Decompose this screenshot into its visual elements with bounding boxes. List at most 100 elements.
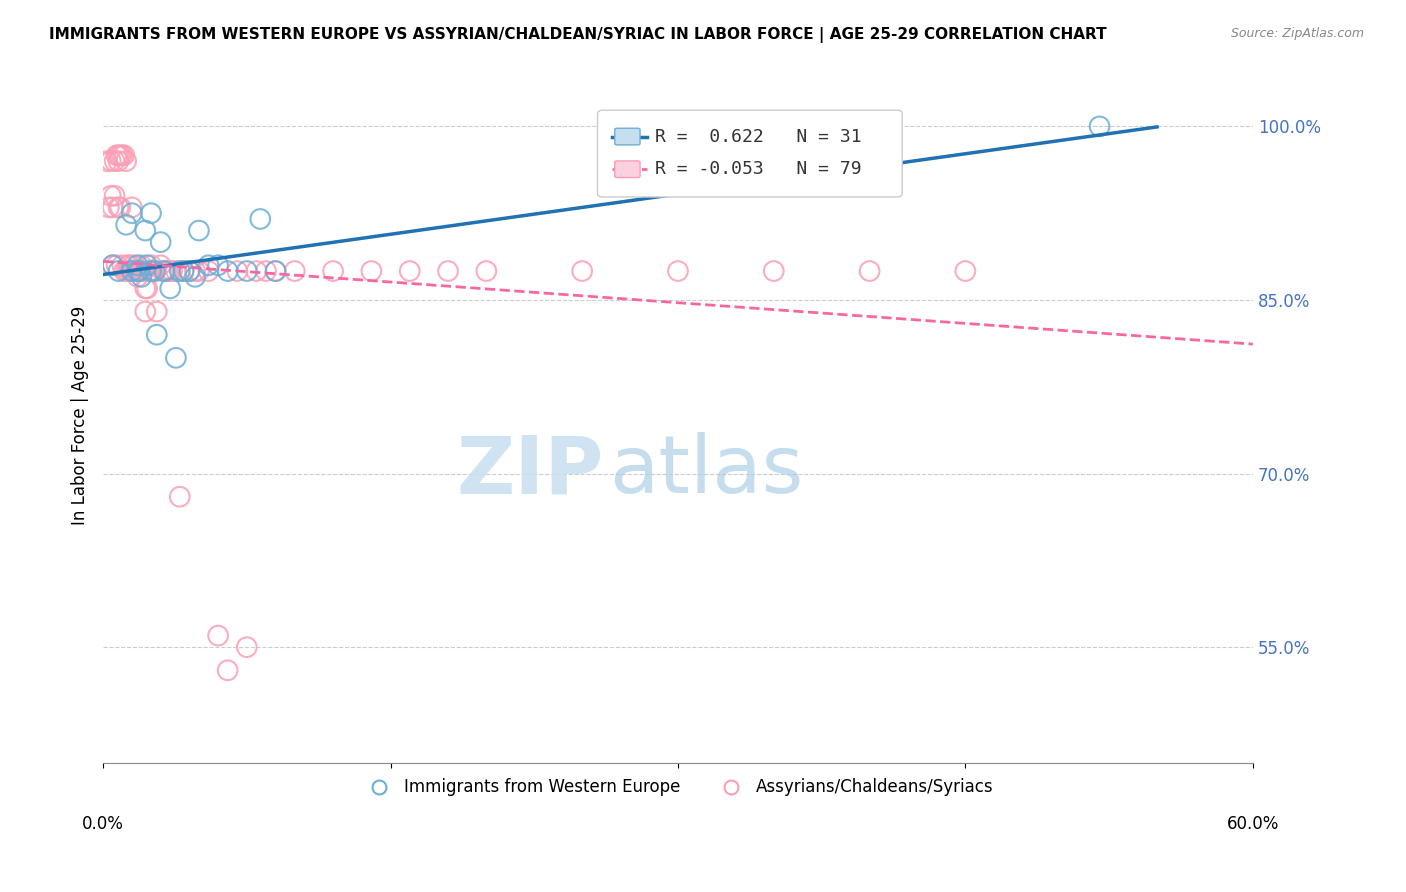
Point [437,264,460,278]
Point [160,264,183,278]
Point [236,264,259,278]
Point [115,264,138,278]
Point [96,154,118,169]
Point [138,264,160,278]
Point [254,264,277,278]
Text: R = -0.053   N = 79: R = -0.053 N = 79 [655,161,862,178]
Point [107,201,129,215]
Point [101,258,124,272]
Point [104,154,127,169]
Point [111,258,134,272]
Y-axis label: In Labor Force | Age 25-29: In Labor Force | Age 25-29 [72,306,89,525]
Point [146,304,169,318]
Point [128,264,150,278]
Point [264,264,287,278]
Point [146,327,169,342]
Point [284,264,307,278]
Point [226,264,249,278]
Point [152,264,174,278]
Point [360,264,382,278]
Text: R =  0.622   N = 31: R = 0.622 N = 31 [655,128,862,145]
Point [955,264,977,278]
Point [157,264,180,278]
Point [107,154,129,169]
FancyBboxPatch shape [614,161,640,178]
FancyBboxPatch shape [614,128,640,145]
Point [264,264,287,278]
Point [207,629,229,643]
Point [118,264,141,278]
Point [169,490,191,504]
Point [159,264,181,278]
Point [236,640,259,655]
Point [165,264,187,278]
Point [100,189,122,203]
Point [118,258,141,272]
Point [97,201,120,215]
Point [155,264,177,278]
Point [207,258,229,272]
Point [115,218,138,232]
Point [127,264,149,278]
Text: Source: ZipAtlas.com: Source: ZipAtlas.com [1230,27,1364,40]
Point [139,264,162,278]
Point [245,264,267,278]
Point [1088,120,1111,134]
Point [105,258,128,272]
Point [169,264,191,278]
Point [475,264,498,278]
Point [762,264,785,278]
Point [134,281,156,295]
Point [121,264,143,278]
Point [101,201,124,215]
Text: ZIP: ZIP [456,433,603,510]
Point [197,264,219,278]
Text: 60.0%: 60.0% [1226,815,1279,833]
Point [136,281,159,295]
Point [179,264,201,278]
Text: IMMIGRANTS FROM WESTERN EUROPE VS ASSYRIAN/CHALDEAN/SYRIAC IN LABOR FORCE | AGE : IMMIGRANTS FROM WESTERN EUROPE VS ASSYRI… [49,27,1107,43]
Point [111,148,134,162]
Point [107,264,129,278]
Point [159,281,181,295]
Point [117,264,139,278]
Point [143,264,166,278]
Point [112,264,135,278]
Point [139,258,162,272]
FancyBboxPatch shape [598,111,903,197]
Point [110,201,132,215]
Point [131,264,153,278]
Point [139,206,162,220]
Point [127,264,149,278]
Point [125,264,148,278]
Point [149,258,172,272]
Point [121,206,143,220]
Point [125,264,148,278]
Point [128,264,150,278]
Text: atlas: atlas [609,433,803,510]
Point [165,351,187,365]
Point [173,264,195,278]
Point [173,264,195,278]
Point [153,264,176,278]
Point [187,223,209,237]
Point [107,148,129,162]
Point [249,211,271,226]
Point [134,304,156,318]
Point [153,264,176,278]
Text: 0.0%: 0.0% [82,815,124,833]
Point [184,269,207,284]
Point [858,264,880,278]
Point [117,258,139,272]
Point [197,258,219,272]
Point [100,154,122,169]
Point [127,269,149,284]
Point [132,264,155,278]
Point [143,264,166,278]
Point [398,264,420,278]
Point [217,663,239,677]
Point [666,264,689,278]
Point [115,154,138,169]
Point [571,264,593,278]
Point [184,264,207,278]
